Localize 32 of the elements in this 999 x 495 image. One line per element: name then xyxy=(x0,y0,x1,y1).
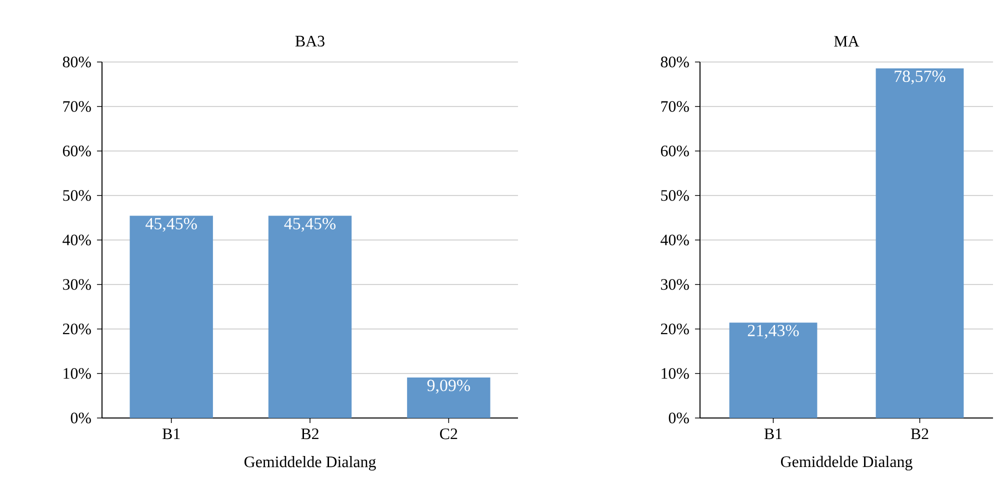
y-tick-label: 30% xyxy=(63,279,91,290)
data-label: 45,45% xyxy=(146,218,197,232)
y-tick-label: 10% xyxy=(662,368,689,379)
x-tick-label: C2 xyxy=(440,428,458,440)
y-tick-label: 50% xyxy=(661,190,689,201)
y-tick-label: 20% xyxy=(62,324,91,334)
y-tick-label: 40% xyxy=(660,234,689,246)
y-tick-label: 80% xyxy=(62,56,91,68)
x-tick-label: B2 xyxy=(910,428,928,440)
chart-title: MA xyxy=(834,36,860,47)
y-tick-label: 60% xyxy=(660,146,689,156)
x-tick-label: B1 xyxy=(764,428,782,440)
data-label: 9,09% xyxy=(427,380,470,394)
x-tick-label: B1 xyxy=(162,428,180,440)
y-tick-label: 30% xyxy=(661,279,689,290)
chart-title: BA3 xyxy=(295,36,324,47)
data-label: 45,45% xyxy=(284,218,336,232)
data-label: 21,43% xyxy=(748,324,799,339)
y-tick-label: 70% xyxy=(661,101,689,112)
y-tick-label: 60% xyxy=(62,146,91,156)
y-tick-label: 10% xyxy=(64,368,91,379)
y-tick-label: 20% xyxy=(660,324,689,334)
data-label: 78,57% xyxy=(894,70,946,84)
y-tick-label: 70% xyxy=(63,101,91,112)
y-tick-label: 40% xyxy=(62,234,91,246)
y-tick-label: 80% xyxy=(660,56,689,68)
y-tick-label: 0% xyxy=(70,412,91,424)
x-axis-title: Gemiddelde Dialang xyxy=(780,456,912,470)
x-tick-label: B2 xyxy=(301,428,318,440)
y-tick-label: 50% xyxy=(63,190,91,201)
y-tick-label: 0% xyxy=(668,412,689,424)
x-axis-title: Gemiddelde Dialang xyxy=(244,456,376,471)
